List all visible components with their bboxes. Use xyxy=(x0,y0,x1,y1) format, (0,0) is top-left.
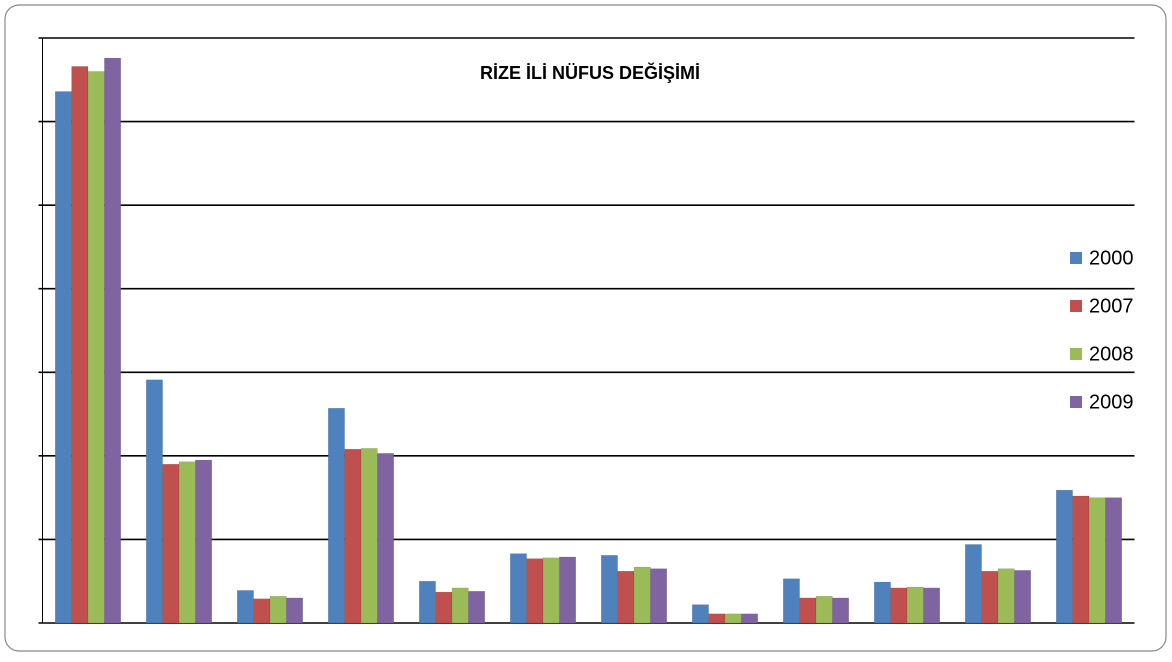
bar xyxy=(542,557,560,624)
bar xyxy=(344,448,362,624)
bar xyxy=(923,587,941,624)
chart-frame xyxy=(4,4,1167,652)
bar xyxy=(832,597,850,624)
bar xyxy=(435,591,453,624)
bar xyxy=(1014,570,1032,624)
bar xyxy=(617,570,635,624)
bar xyxy=(724,613,742,624)
bar xyxy=(377,453,395,624)
bar xyxy=(71,66,89,624)
bar xyxy=(269,596,287,624)
bar xyxy=(236,590,254,624)
bar xyxy=(964,544,982,624)
bar xyxy=(1088,497,1106,624)
legend-label: 2009 xyxy=(1089,391,1134,413)
bar xyxy=(418,580,436,624)
legend-label: 2008 xyxy=(1089,343,1134,365)
bar xyxy=(600,555,618,624)
bar xyxy=(87,71,105,624)
bar xyxy=(782,578,800,624)
bar xyxy=(873,581,891,624)
bar xyxy=(997,568,1015,624)
bar xyxy=(890,587,908,624)
bar xyxy=(1055,489,1073,624)
bar xyxy=(509,553,527,624)
bar xyxy=(360,448,378,624)
bar xyxy=(162,463,180,624)
bar xyxy=(981,570,999,624)
bar xyxy=(526,558,544,624)
bar xyxy=(799,597,817,624)
bar xyxy=(451,587,469,624)
bar xyxy=(633,566,651,624)
chart-title: RİZE İLİ NÜFUS DEĞİŞİMİ xyxy=(480,62,700,83)
bar xyxy=(1072,495,1090,624)
bar xyxy=(145,379,163,624)
bar xyxy=(741,613,759,624)
bar xyxy=(815,596,833,624)
bar xyxy=(104,57,122,624)
bar xyxy=(1105,497,1123,624)
bar xyxy=(708,613,726,624)
bar xyxy=(650,568,668,624)
legend-label: 2000 xyxy=(1089,247,1134,269)
bar xyxy=(178,461,196,624)
bar xyxy=(286,597,304,624)
legend-swatch xyxy=(1070,252,1082,264)
bar xyxy=(195,459,213,624)
bar xyxy=(691,604,709,624)
bar xyxy=(54,91,72,624)
bar xyxy=(468,590,486,624)
legend-swatch xyxy=(1070,300,1082,312)
bar xyxy=(559,556,577,624)
bar xyxy=(906,586,924,624)
legend-label: 2007 xyxy=(1089,295,1134,317)
legend-swatch xyxy=(1070,396,1082,408)
legend-swatch xyxy=(1070,348,1082,360)
bar xyxy=(253,598,271,624)
bar xyxy=(327,407,345,624)
